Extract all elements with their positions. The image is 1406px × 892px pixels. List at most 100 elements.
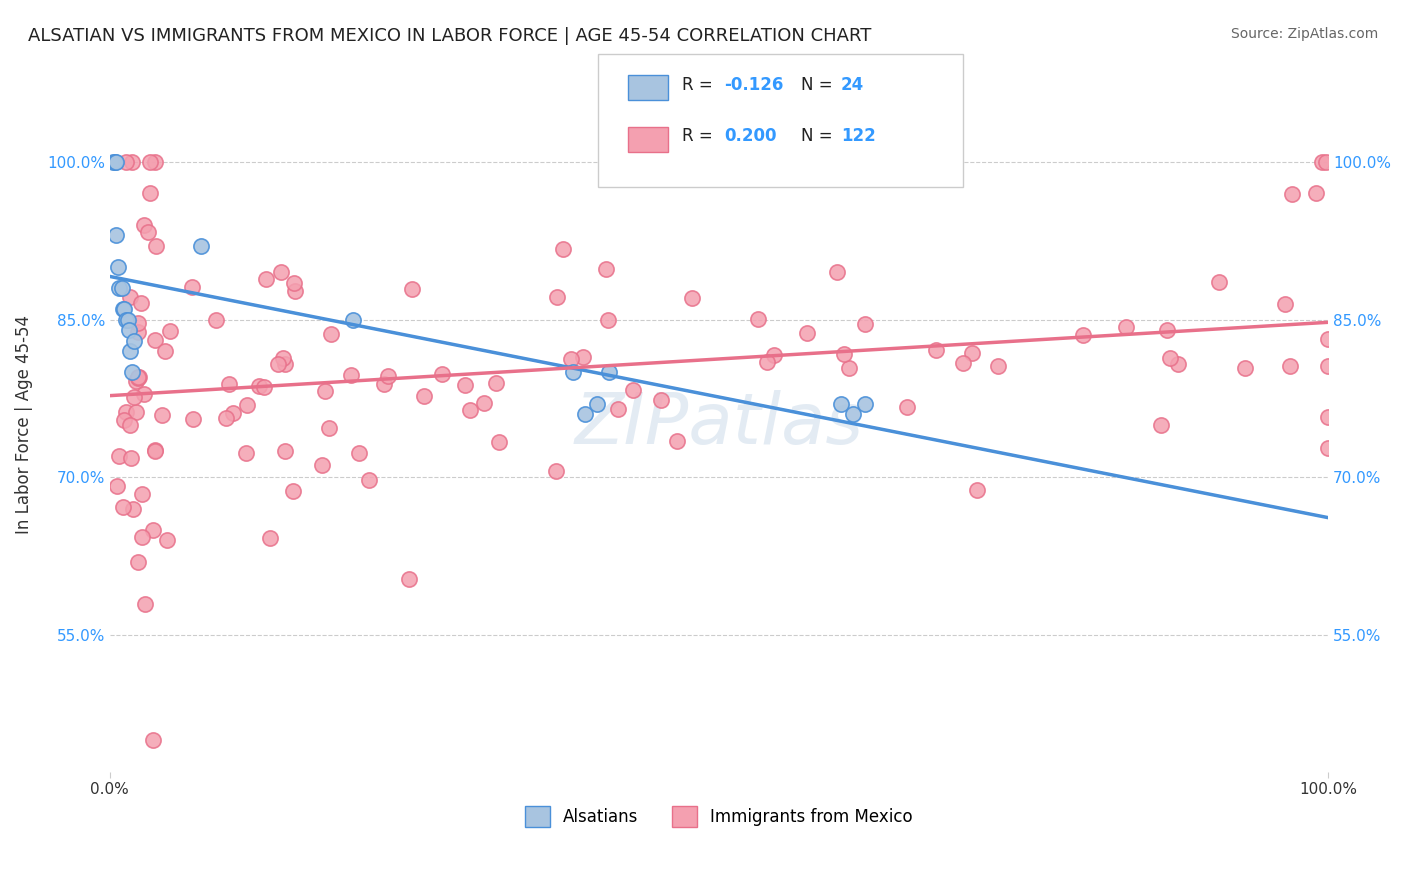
Text: N =: N = — [801, 76, 838, 94]
Point — [987, 359, 1010, 374]
Point — [318, 421, 340, 435]
Point — [254, 272, 277, 286]
Point — [952, 356, 974, 370]
Point — [143, 442, 166, 457]
Point — [143, 333, 166, 347]
Point — [107, 260, 129, 274]
Y-axis label: In Labor Force | Age 45-54: In Labor Force | Age 45-54 — [15, 315, 32, 534]
Point — [253, 379, 276, 393]
Point — [112, 301, 135, 316]
Point — [118, 323, 141, 337]
Point — [122, 391, 145, 405]
Point — [190, 239, 212, 253]
Point — [650, 392, 672, 407]
Point — [118, 290, 141, 304]
Point — [128, 370, 150, 384]
Point — [1317, 359, 1340, 373]
Point — [1150, 417, 1173, 432]
Text: ZIPatlas: ZIPatlas — [575, 390, 863, 459]
Point — [105, 479, 128, 493]
Point — [458, 402, 481, 417]
Point — [159, 324, 181, 338]
Point — [236, 397, 259, 411]
Point — [606, 401, 628, 416]
Point — [120, 418, 142, 433]
Point — [205, 312, 228, 326]
Text: R =: R = — [682, 76, 718, 94]
Point — [142, 733, 165, 747]
Point — [834, 346, 856, 360]
Point — [1071, 327, 1094, 342]
Point — [314, 384, 336, 398]
Text: ALSATIAN VS IMMIGRANTS FROM MEXICO IN LABOR FORCE | AGE 45-54 CORRELATION CHART: ALSATIAN VS IMMIGRANTS FROM MEXICO IN LA… — [28, 27, 872, 45]
Point — [104, 154, 127, 169]
Point — [1274, 297, 1296, 311]
Point — [112, 500, 135, 514]
Point — [1159, 351, 1181, 365]
Text: 24: 24 — [841, 76, 865, 94]
Point — [235, 446, 257, 460]
Point — [373, 377, 395, 392]
Point — [842, 407, 865, 421]
Point — [763, 349, 786, 363]
Point — [544, 465, 567, 479]
Point — [273, 357, 295, 371]
Point — [853, 397, 876, 411]
Point — [283, 277, 305, 291]
Point — [104, 228, 127, 243]
Point — [896, 400, 918, 414]
Point — [112, 413, 135, 427]
Point — [150, 408, 173, 422]
Point — [218, 376, 240, 391]
Point — [131, 530, 153, 544]
Point — [122, 334, 145, 348]
Point — [181, 412, 204, 426]
Point — [271, 351, 294, 366]
Point — [142, 523, 165, 537]
Point — [215, 411, 238, 425]
Point — [561, 365, 583, 379]
Point — [1208, 276, 1230, 290]
Point — [413, 388, 436, 402]
Point — [1233, 361, 1256, 376]
Point — [595, 262, 617, 277]
Point — [103, 154, 125, 169]
Point — [853, 317, 876, 331]
Point — [1167, 357, 1189, 371]
Point — [117, 312, 139, 326]
Point — [966, 483, 988, 498]
Point — [107, 449, 129, 463]
Point — [377, 368, 399, 383]
Point — [114, 312, 136, 326]
Point — [1317, 332, 1340, 346]
Point — [274, 444, 297, 458]
Point — [131, 486, 153, 500]
Point — [222, 406, 245, 420]
Point — [319, 326, 342, 341]
Point — [925, 343, 948, 358]
Point — [825, 265, 848, 279]
Point — [1317, 441, 1340, 455]
Point — [454, 378, 477, 392]
Point — [247, 379, 270, 393]
Point — [311, 458, 333, 472]
Point — [1115, 320, 1137, 334]
Point — [1278, 359, 1301, 373]
Point — [1156, 322, 1178, 336]
Point — [127, 326, 149, 340]
Text: Source: ZipAtlas.com: Source: ZipAtlas.com — [1230, 27, 1378, 41]
Point — [359, 473, 381, 487]
Point — [560, 352, 582, 367]
Point — [960, 346, 983, 360]
Point — [132, 218, 155, 232]
Point — [138, 186, 160, 201]
Point — [127, 316, 149, 330]
Point — [339, 368, 361, 383]
Point — [153, 343, 176, 358]
Text: 122: 122 — [841, 128, 876, 145]
Point — [120, 450, 142, 465]
Point — [666, 434, 689, 448]
Point — [112, 301, 135, 316]
Text: 0.200: 0.200 — [724, 128, 776, 145]
Point — [125, 374, 148, 388]
